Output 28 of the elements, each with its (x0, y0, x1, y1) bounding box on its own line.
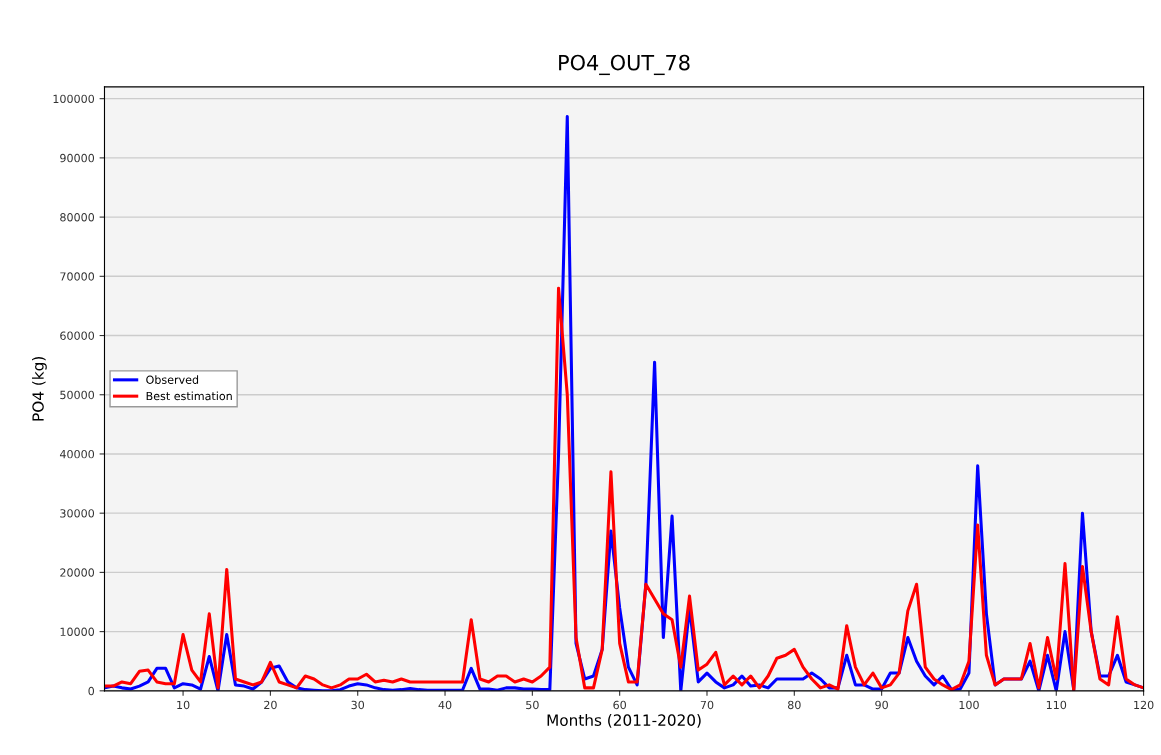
x-tick-label: 40 (438, 700, 452, 710)
y-tick-label: 90000 (60, 153, 95, 163)
y-tick-label: 100000 (53, 94, 95, 104)
y-tick-label: 80000 (60, 213, 95, 222)
y-tick-label: 30000 (60, 509, 95, 518)
y-tick-label: 0 (88, 686, 95, 696)
y-tick-label: 50000 (60, 390, 95, 400)
x-tick-label: 120 (1134, 700, 1154, 710)
x-tick-label: 10 (177, 700, 190, 710)
y-tick-label: 10000 (60, 627, 95, 636)
y-tick-label: 40000 (59, 449, 95, 459)
x-tick-label: 60 (613, 700, 626, 710)
x-tick-label: 30 (351, 700, 365, 710)
chart-title: PO4_OUT_78 (559, 54, 690, 76)
x-tick-label: 110 (1046, 700, 1067, 710)
legend-label: Observed (146, 375, 199, 384)
y-tick-label: 60000 (60, 331, 95, 340)
y-axis-title: PO4 (kg) (32, 357, 47, 421)
y-tick-label: 20000 (60, 568, 95, 577)
y-tick-label: 70000 (60, 272, 95, 281)
x-tick-label: 100 (959, 700, 979, 710)
x-tick-label: 90 (875, 700, 888, 710)
x-tick-label: 80 (787, 700, 801, 710)
x-tick-label: 20 (264, 700, 277, 710)
legend-label: Best estimation (146, 391, 232, 401)
x-tick-label: 50 (526, 700, 539, 710)
x-tick-label: 70 (700, 700, 714, 710)
x-axis-title: Months (2011-2020) (547, 714, 701, 728)
